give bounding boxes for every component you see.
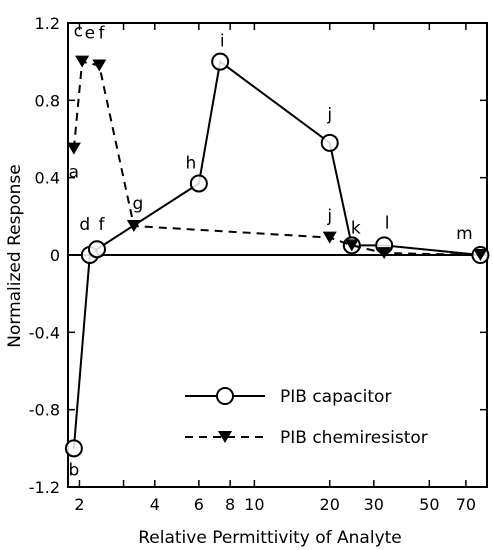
chemiresistor-point xyxy=(126,220,141,232)
chemiresistor-point xyxy=(377,247,392,260)
capacitor-point xyxy=(189,174,208,193)
annotation-e: e xyxy=(85,23,95,43)
legend-marker-chemiresistor xyxy=(218,431,232,443)
y-tick-label: 1.2 xyxy=(35,14,60,33)
y-tick-label: 0 xyxy=(50,246,60,265)
x-tick-label: 50 xyxy=(419,495,439,514)
annotation-f: f xyxy=(99,215,106,235)
point-label-k: k xyxy=(351,218,361,238)
point-label-a: a xyxy=(69,163,79,183)
legend-marker-capacitor xyxy=(216,387,234,405)
y-tick-label: -1.2 xyxy=(29,478,60,497)
point-label-m: m xyxy=(456,224,473,244)
x-tick-label: 30 xyxy=(364,495,384,514)
capacitor-point xyxy=(64,439,83,458)
capacitor-point xyxy=(211,52,230,71)
chemiresistor-point xyxy=(66,142,81,155)
x-tick-label: 4 xyxy=(150,495,160,514)
y-tick-label: 0.8 xyxy=(35,91,60,110)
y-axis-label: Normalized Response xyxy=(5,164,25,347)
point-label-b: b xyxy=(68,460,79,480)
point-label-i: i xyxy=(220,32,225,52)
annotation-c: c xyxy=(74,22,83,42)
x-tick-label: 8 xyxy=(225,495,235,514)
point-label-j-capacitor: j xyxy=(326,105,332,125)
y-tick-label: -0.4 xyxy=(29,323,60,342)
chemiresistor-point xyxy=(473,249,488,261)
chemiresistor-point xyxy=(92,59,107,72)
chemiresistor-point xyxy=(322,231,337,244)
capacitor-point xyxy=(87,240,106,259)
point-label-l: l xyxy=(385,213,390,233)
point-label-j-chemiresistor: j xyxy=(326,207,332,227)
y-tick-label: 0.4 xyxy=(35,169,60,188)
x-tick-label: 2 xyxy=(74,495,84,514)
chemiresistor-point xyxy=(344,239,359,252)
legend: PIB capacitor PIB chemiresistor xyxy=(185,387,428,448)
ticks: -1.2 -0.8 -0.4 0 0.4 0.8 1.2 2 4 6 8 10 20 30 50 70 xyxy=(29,14,487,514)
capacitor-point xyxy=(320,133,339,152)
x-tick-label: 20 xyxy=(320,495,340,514)
x-axis-label: Relative Permittivity of Analyte xyxy=(138,528,402,548)
chemiresistor-point xyxy=(75,55,90,68)
annotation-d: d xyxy=(79,215,90,235)
legend-label-chemiresistor: PIB chemiresistor xyxy=(280,428,428,448)
x-tick-label: 10 xyxy=(244,495,264,514)
point-label-h: h xyxy=(185,153,196,173)
series xyxy=(64,52,490,458)
annotation-f: f xyxy=(99,23,106,43)
x-tick-label: 70 xyxy=(456,495,476,514)
point-label-g: g xyxy=(132,194,143,214)
y-tick-label: -0.8 xyxy=(29,401,60,420)
axes xyxy=(67,22,488,488)
legend-label-capacitor: PIB capacitor xyxy=(280,387,391,407)
x-tick-label: 6 xyxy=(194,495,204,514)
